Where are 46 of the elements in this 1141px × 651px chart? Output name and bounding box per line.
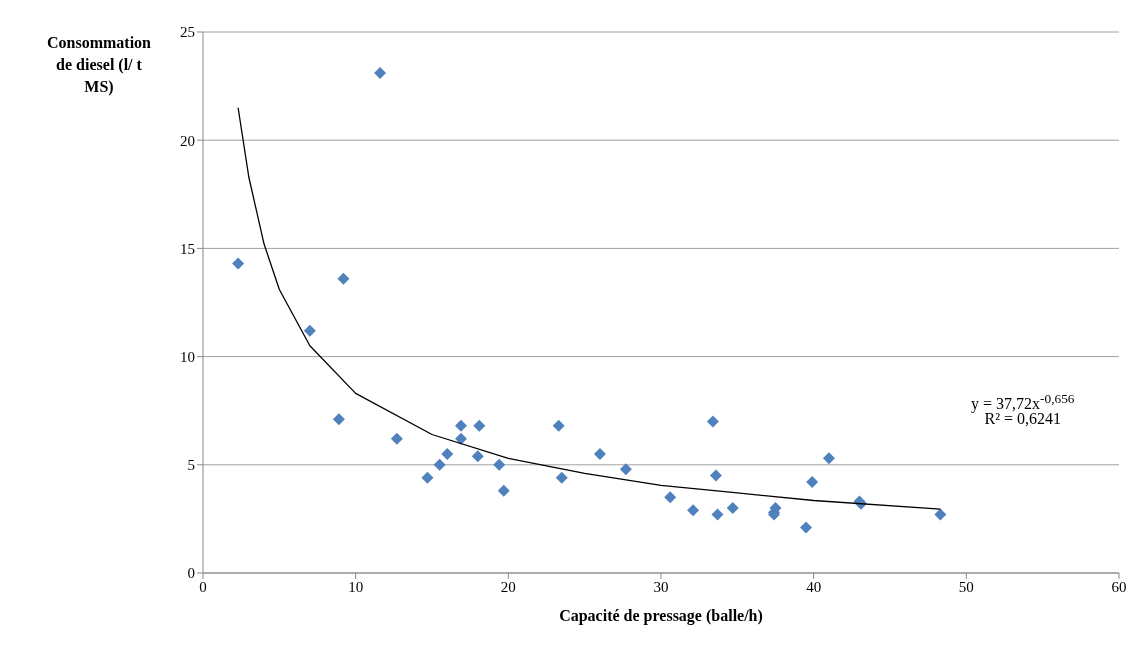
point bbox=[455, 419, 468, 432]
x-axis-title: Capacité de pressage (balle/h) bbox=[559, 607, 763, 625]
point bbox=[471, 450, 484, 463]
point bbox=[706, 415, 719, 428]
annotation: y = 37,72x$^{-0,656}$ bbox=[970, 390, 1076, 413]
y-tick-label: 15 bbox=[180, 240, 195, 257]
annotation: R² = 0,6241 bbox=[983, 410, 1063, 430]
point bbox=[390, 432, 403, 445]
point bbox=[441, 447, 454, 460]
point bbox=[711, 508, 724, 521]
y-tick-label: 0 bbox=[187, 565, 195, 582]
point bbox=[497, 484, 510, 497]
point bbox=[374, 67, 387, 80]
point bbox=[806, 476, 819, 489]
point bbox=[555, 471, 568, 484]
x-tick-label: 10 bbox=[348, 578, 364, 595]
point bbox=[619, 463, 632, 476]
point bbox=[473, 419, 486, 432]
point bbox=[726, 502, 739, 515]
point bbox=[934, 508, 947, 521]
point bbox=[455, 432, 468, 445]
point bbox=[493, 458, 506, 471]
point bbox=[593, 447, 606, 460]
point bbox=[687, 504, 700, 517]
x-tick-label: 60 bbox=[1111, 578, 1127, 595]
x-tick-label: 20 bbox=[500, 578, 516, 595]
x-tick-label: 0 bbox=[199, 578, 207, 595]
point bbox=[800, 521, 813, 534]
y-tick-label: 10 bbox=[180, 348, 195, 365]
point bbox=[664, 491, 677, 504]
y-tick-label: 5 bbox=[187, 457, 195, 474]
y-tick-label: 20 bbox=[180, 132, 195, 149]
point bbox=[822, 452, 835, 465]
point bbox=[552, 419, 565, 432]
point bbox=[232, 257, 245, 270]
x-tick-label: 30 bbox=[653, 578, 669, 595]
point bbox=[421, 471, 434, 484]
point bbox=[337, 272, 350, 285]
point bbox=[303, 324, 316, 337]
x-tick-label: 40 bbox=[806, 578, 822, 595]
x-tick-label: 50 bbox=[958, 578, 974, 595]
point bbox=[709, 469, 722, 482]
point bbox=[332, 413, 345, 426]
y-tick-label: 25 bbox=[180, 24, 195, 41]
point bbox=[433, 458, 446, 471]
y-axis-title: Consommation de diesel (l/ t MS) bbox=[46, 33, 152, 97]
